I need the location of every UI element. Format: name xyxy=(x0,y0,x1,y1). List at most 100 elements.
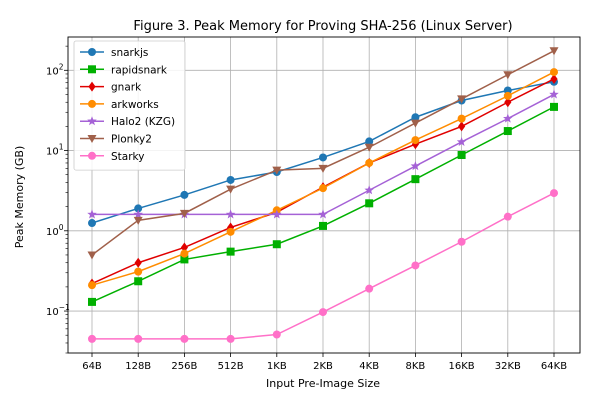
data-point xyxy=(365,158,374,167)
data-point xyxy=(272,166,282,175)
y-tick-label: 101 xyxy=(46,143,64,158)
legend-entry: rapidsnark xyxy=(80,64,168,76)
data-point xyxy=(180,334,189,343)
data-point xyxy=(365,137,374,146)
data-point xyxy=(319,308,327,317)
data-point xyxy=(550,189,558,198)
legend-label: Plonky2 xyxy=(111,134,152,146)
x-tick-label: 1KB xyxy=(267,361,287,372)
data-point xyxy=(226,334,235,343)
data-point xyxy=(549,89,559,99)
data-point xyxy=(410,161,421,171)
x-tick-label: 16KB xyxy=(449,361,475,372)
data-point xyxy=(272,330,281,339)
legend: snarkjs rapidsnark gnark arkworks Halo2 (KZG… xyxy=(73,40,186,171)
data-point xyxy=(134,277,143,286)
data-point xyxy=(133,209,143,219)
data-point xyxy=(133,216,143,225)
legend-marker xyxy=(88,151,96,160)
data-point xyxy=(180,190,189,199)
data-point xyxy=(87,251,97,260)
x-tick-label: 64KB xyxy=(541,361,567,372)
data-point xyxy=(364,143,374,152)
data-point xyxy=(457,151,466,160)
data-point xyxy=(88,334,96,343)
legend-label: snarkjs xyxy=(111,47,148,59)
y-axis-label: Peak Memory (GB) xyxy=(13,146,26,249)
data-point xyxy=(458,121,466,132)
legend-label: arkworks xyxy=(111,99,159,111)
data-point xyxy=(226,175,235,184)
x-axis-label: Input Pre-Image Size xyxy=(266,377,380,390)
data-point xyxy=(318,164,328,173)
data-point xyxy=(225,209,236,219)
x-tick-label: 8KB xyxy=(406,361,426,372)
data-point xyxy=(179,209,189,218)
x-tick-label: 256B xyxy=(171,361,197,372)
legend-entry: Halo2 (KZG) xyxy=(80,116,175,128)
data-point xyxy=(180,255,189,264)
data-point xyxy=(503,212,512,221)
data-point xyxy=(456,136,467,146)
data-point xyxy=(88,219,96,228)
data-point xyxy=(226,185,236,194)
data-point xyxy=(504,97,512,108)
data-point xyxy=(134,204,143,213)
data-point xyxy=(365,199,374,208)
data-point xyxy=(180,249,189,258)
legend-entry: gnark xyxy=(80,81,142,94)
data-point xyxy=(365,284,374,293)
data-point xyxy=(411,113,420,122)
x-tick-label: 128B xyxy=(125,361,151,372)
data-point xyxy=(87,209,97,219)
legend-marker xyxy=(87,116,97,126)
data-point xyxy=(226,247,235,256)
plot-frame xyxy=(67,36,581,354)
data-point xyxy=(180,242,188,253)
legend-marker xyxy=(88,81,96,92)
data-point xyxy=(503,71,513,80)
data-point xyxy=(134,257,142,268)
axes: 64B 128B 256B 512B 1KB 2KB 4KB 8KB 16KB 32KB 64KB 1… xyxy=(46,36,581,372)
legend-marker xyxy=(87,135,97,143)
legend-entry: Starky xyxy=(80,151,144,163)
data-point xyxy=(272,240,281,249)
chart-title: Figure 3. Peak Memory for Proving SHA-25… xyxy=(133,19,512,34)
x-tick-label: 32KB xyxy=(495,361,521,372)
data-point xyxy=(88,297,96,306)
data-point xyxy=(319,221,327,230)
legend-label: rapidsnark xyxy=(111,64,168,76)
data-point xyxy=(319,184,327,193)
data-point xyxy=(503,91,512,100)
legend-marker xyxy=(88,65,96,74)
y-tick-label: 102 xyxy=(46,62,64,77)
data-point xyxy=(457,95,467,104)
data-point xyxy=(503,127,512,136)
x-tick-label: 4KB xyxy=(359,361,379,372)
legend-entry: arkworks xyxy=(80,99,159,111)
data-point xyxy=(319,153,327,162)
data-point xyxy=(410,119,420,128)
series-rapidsnark xyxy=(88,102,558,306)
data-point xyxy=(272,209,282,219)
legend-entry: Plonky2 xyxy=(80,134,152,146)
data-point xyxy=(134,267,143,276)
data-point xyxy=(134,334,143,343)
data-point xyxy=(364,185,374,195)
legend-marker xyxy=(88,99,96,108)
x-tick-label: 2KB xyxy=(313,361,333,372)
series-plonky2 xyxy=(87,47,559,260)
x-tick-label: 64B xyxy=(82,361,102,372)
data-point xyxy=(550,73,558,84)
data-point xyxy=(550,102,558,111)
y-tick-label: 100 xyxy=(46,223,64,238)
data-point xyxy=(503,113,513,123)
data-point xyxy=(457,237,466,246)
data-point xyxy=(411,139,419,150)
data-point xyxy=(318,209,328,219)
x-tick-label: 512B xyxy=(218,361,244,372)
series-starky xyxy=(88,189,558,343)
data-point xyxy=(411,175,420,184)
